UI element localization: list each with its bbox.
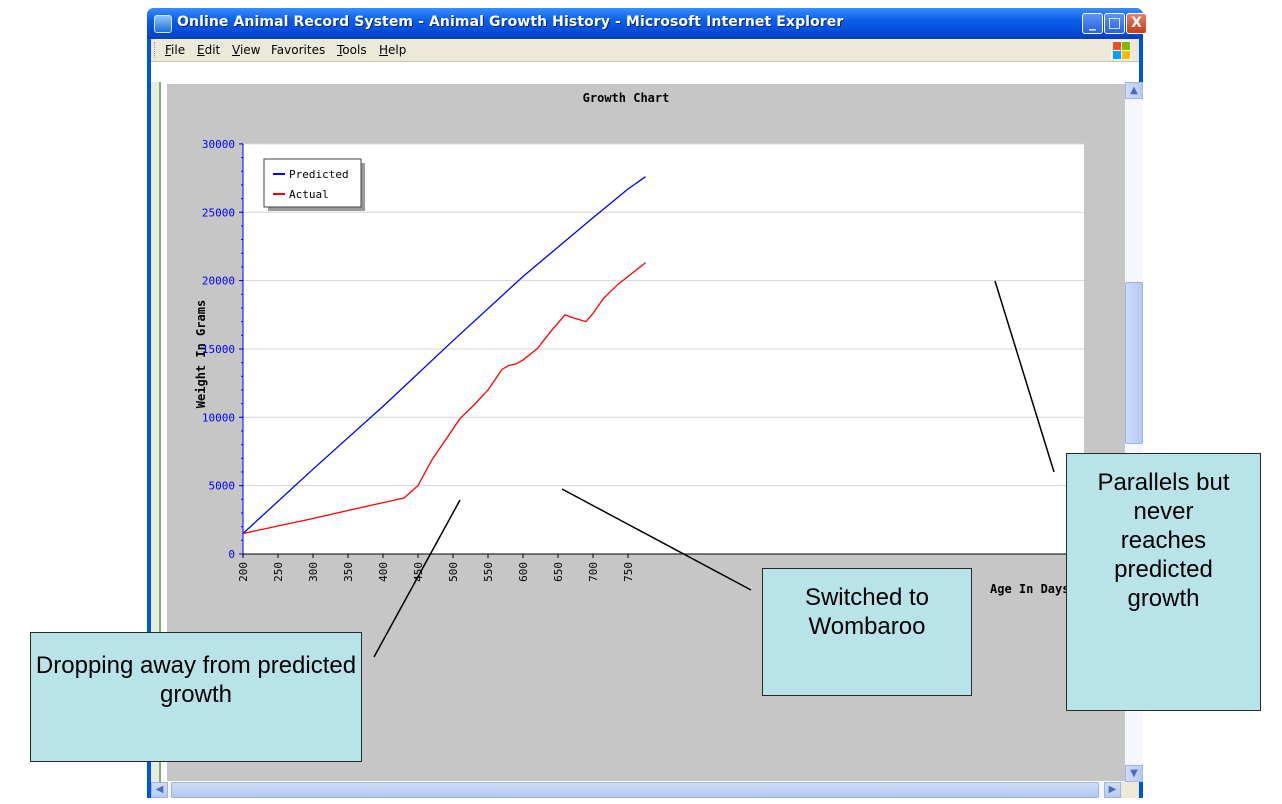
menu-file[interactable]: File: [165, 43, 186, 57]
y-tick-label: 25000: [202, 206, 235, 219]
close-button[interactable]: X: [1126, 13, 1147, 34]
chart-legend: Predicted Actual: [263, 158, 365, 211]
callout-parallels: Parallels but never reaches predicted gr…: [1066, 453, 1261, 711]
minimize-button[interactable]: _: [1082, 13, 1103, 34]
title-bar[interactable]: Online Animal Record System - Animal Gro…: [147, 8, 1147, 39]
browser-window: Online Animal Record System - Animal Gro…: [147, 8, 1147, 798]
horizontal-scroll-thumb[interactable]: [171, 782, 1099, 798]
x-tick-label: 350: [342, 562, 355, 582]
y-axis-label: Weight In Grams: [194, 300, 208, 408]
horizontal-scrollbar[interactable]: ◀ ▶: [151, 782, 1121, 798]
x-tick-label: 500: [447, 562, 460, 582]
scroll-right-button[interactable]: ▶: [1104, 782, 1121, 798]
scroll-down-button[interactable]: ▼: [1125, 765, 1143, 782]
x-axis-label: Age In Days: [990, 582, 1069, 596]
x-tick-label: 400: [377, 562, 390, 582]
x-tick-label: 300: [307, 562, 320, 582]
callout-dropping: Dropping away from predicted growth: [30, 632, 362, 762]
callout-dropping-text: Dropping away from predicted growth: [35, 652, 357, 708]
x-tick-label: 200: [237, 562, 250, 582]
maximize-button[interactable]: □: [1104, 13, 1125, 34]
x-tick-label: 650: [552, 562, 565, 582]
series-line-predicted: [242, 176, 646, 534]
y-tick-label: 0: [228, 548, 235, 561]
x-tick-label: 600: [517, 562, 530, 582]
menu-tools[interactable]: Tools: [337, 43, 367, 57]
x-tick-label: 750: [622, 562, 635, 582]
scroll-up-button[interactable]: ▲: [1125, 82, 1143, 99]
window-title: Online Animal Record System - Animal Gro…: [177, 14, 844, 30]
ie-page-icon: [154, 15, 172, 33]
legend-label-predicted: Predicted: [289, 168, 349, 181]
legend-box: [263, 158, 362, 208]
callout-switched: Switched to Wombaroo: [762, 568, 972, 696]
x-tick-label: 450: [412, 562, 425, 582]
vertical-scroll-thumb[interactable]: [1125, 282, 1143, 444]
callout-parallels-text: Parallels but never reaches predicted gr…: [1097, 469, 1230, 612]
scroll-left-button[interactable]: ◀: [151, 782, 168, 798]
legend-label-actual: Actual: [289, 188, 329, 201]
scrollbar-corner: [1121, 782, 1139, 798]
chart-title: Growth Chart: [583, 91, 670, 105]
menu-view[interactable]: View: [232, 43, 261, 57]
x-tick-label: 250: [272, 562, 285, 582]
y-tick-label: 20000: [202, 275, 235, 288]
x-tick-label: 550: [482, 562, 495, 582]
menu-help[interactable]: Help: [379, 43, 407, 57]
y-tick-label: 15000: [202, 343, 235, 356]
y-tick-label: 30000: [202, 138, 235, 151]
windows-logo-icon: [1111, 40, 1131, 60]
toolbar-grip[interactable]: [154, 42, 158, 58]
series-line-actual: [242, 262, 646, 535]
menu-favorites[interactable]: Favorites: [271, 43, 326, 57]
menu-edit[interactable]: Edit: [197, 43, 221, 57]
menu-bar: File Edit View Favorites Tools Help: [151, 39, 1139, 62]
page-left-margin: [151, 82, 161, 782]
x-tick-label: 700: [587, 562, 600, 582]
y-tick-label: 5000: [209, 480, 236, 493]
y-tick-label: 10000: [202, 411, 235, 424]
callout-switched-text: Switched to Wombaroo: [804, 584, 930, 640]
